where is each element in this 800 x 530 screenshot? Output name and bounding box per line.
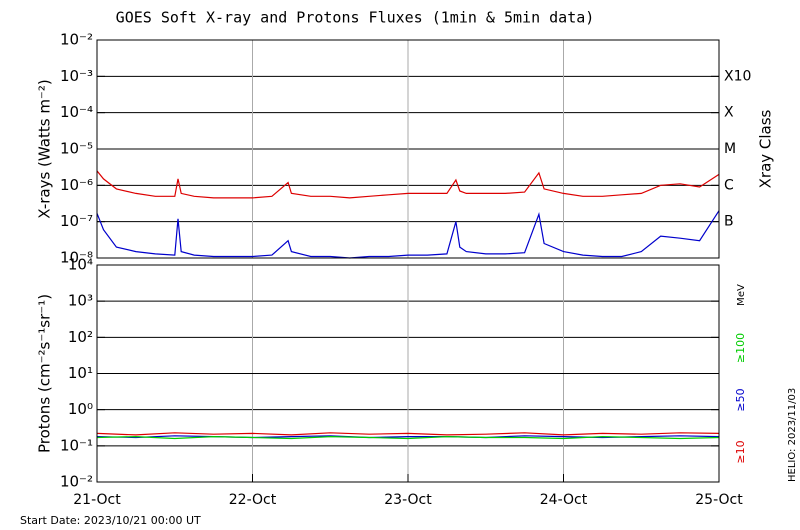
series-line [96,432,720,436]
y-tick-label: 10⁻⁵ [60,140,93,158]
y2-tick-label: C [724,177,734,193]
y-axis-title: Protons (cm⁻²s⁻¹sr⁻¹) [36,294,54,453]
y-tick-label: 10⁻⁸ [60,249,93,267]
y-tick-label: 10⁻⁶ [60,176,93,194]
y-tick-label: 10⁰ [68,400,93,418]
start-date: Start Date: 2023/10/21 00:00 UT [20,514,201,527]
y2-tick-label: B [724,214,734,230]
y-tick-label: 10³ [68,292,93,310]
x-tick-label: 25-Oct [695,492,743,508]
y2-tick-label: M [724,141,736,157]
credit: HELIO: 2023/11/03 [787,388,798,482]
y-tick-label: 10¹ [68,364,93,382]
y-tick-label: 10⁻² [60,473,93,491]
y2-axis-title: Xray Class [757,109,775,188]
legend-entry: ≥10 [734,440,747,463]
y2-tick-label: X [724,105,734,121]
legend-title: MeV [736,284,747,306]
y2-tick-label: X10 [724,68,751,84]
x-tick-label: 23-Oct [384,492,432,508]
plot-frame [96,39,720,259]
y-tick-label: 10⁻⁷ [60,212,93,230]
legend-entry: ≥100 [734,333,747,363]
legend-entry: ≥50 [734,388,747,411]
x-tick-label: 21-Oct [73,492,121,508]
y-tick-label: 10⁻¹ [60,436,93,454]
series-line [96,170,720,199]
y-tick-label: 10⁴ [68,256,93,274]
series-line [96,210,720,259]
series-line [96,435,720,440]
y-tick-label: 10⁻⁴ [60,103,93,121]
y-tick-label: 10⁻² [60,31,93,49]
plot-frame [96,264,720,483]
y-axis-title: X-rays (Watts m⁻²) [36,79,54,218]
x-tick-label: 22-Oct [229,492,277,508]
y-tick-label: 10² [68,328,93,346]
chart-title: GOES Soft X-ray and Protons Fluxes (1min… [116,9,595,27]
y-tick-label: 10⁻³ [60,67,93,85]
x-tick-label: 24-Oct [540,492,588,508]
